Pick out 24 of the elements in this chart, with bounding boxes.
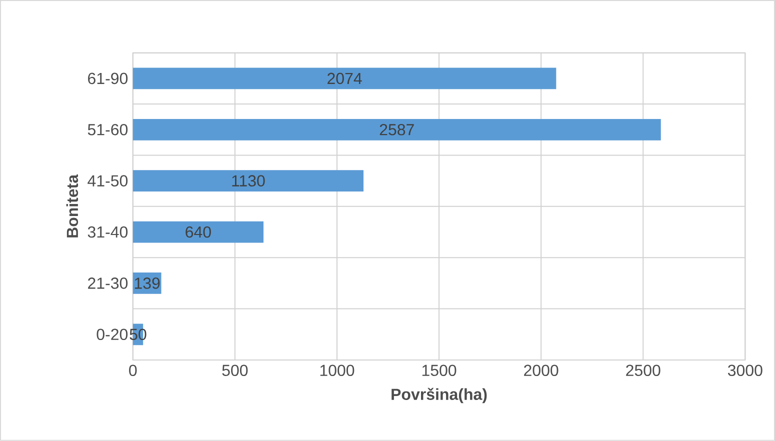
x-tick-label: 2500 [626, 364, 660, 376]
y-tick-label: 61-90 [88, 72, 128, 84]
y-axis-title: Boniteta [66, 174, 78, 238]
x-axis-title: Površina(ha) [392, 388, 487, 404]
y-tick-label: 0-20 [96, 328, 128, 340]
data-label: 640 [186, 226, 211, 238]
data-label: 2587 [380, 124, 414, 136]
data-label: 2074 [328, 72, 362, 84]
y-tick-label: 31-40 [88, 226, 128, 238]
y-tick-label: 21-30 [88, 278, 128, 289]
y-tick-label: 51-60 [88, 124, 128, 136]
bar [132, 170, 364, 192]
bar [132, 68, 556, 90]
x-tick-label: 0 [129, 364, 137, 376]
x-tick-label: 2000 [524, 364, 558, 376]
y-tick-label: 41-50 [88, 175, 128, 187]
x-tick-label: 1500 [422, 364, 456, 376]
data-label: 1130 [232, 175, 265, 187]
x-tick-label: 3000 [728, 364, 762, 376]
bar [132, 119, 661, 140]
x-tick-label: 500 [222, 364, 248, 376]
bar [132, 221, 264, 243]
data-label: 139 [134, 278, 160, 289]
x-tick-label: 1000 [320, 364, 354, 376]
